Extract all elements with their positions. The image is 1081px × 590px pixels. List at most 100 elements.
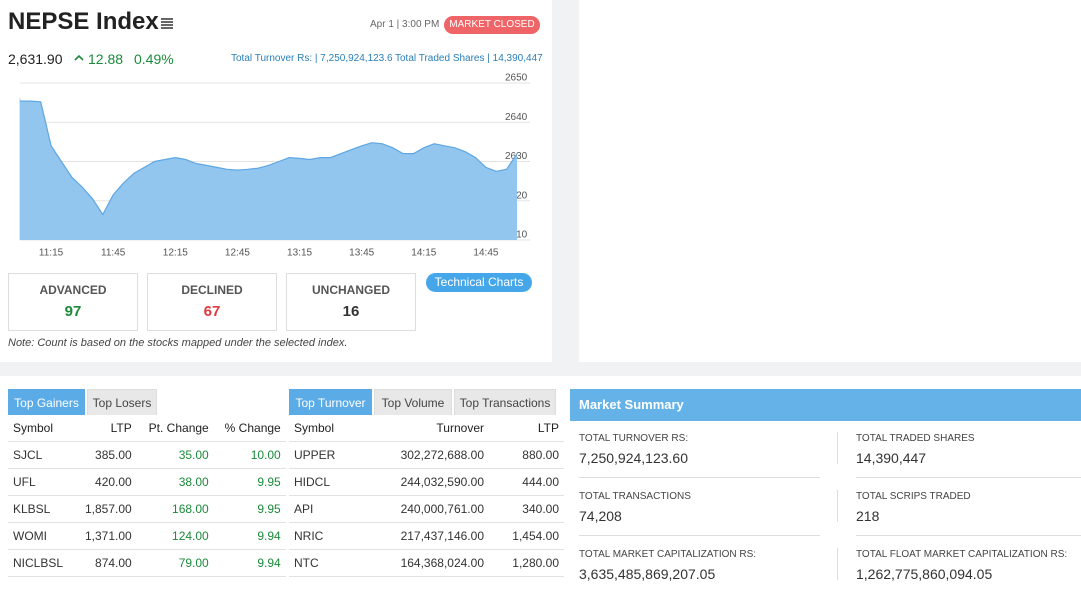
table-cell: NRIC: [289, 522, 369, 550]
breadth-label: DECLINED: [181, 283, 243, 297]
table-row: NTC 164,368,024.00 1,280.00: [289, 549, 564, 577]
table-cell: 9.95: [213, 495, 286, 523]
summary-header: [570, 389, 1081, 421]
table-cell: 385.00: [80, 441, 137, 469]
table-cell: 9.94: [213, 522, 286, 550]
divider: [579, 477, 820, 478]
summary-value: 14,390,447: [856, 450, 927, 466]
table-cell: 1,280.00: [489, 549, 564, 577]
table-cell: 244,032,590.00: [369, 468, 489, 496]
summary-value: 7,250,924,123.60: [579, 450, 688, 466]
table-row: API 240,000,761.00 340.00: [289, 495, 564, 523]
table-cell: 420.00: [80, 468, 137, 496]
data-table: Symbol Turnover LTP UPPER 302,272,688.00 880.…: [289, 415, 564, 577]
x-tick-label: 11:15: [39, 248, 64, 259]
tab[interactable]: Top Volume: [374, 389, 452, 417]
divider: [856, 535, 1081, 536]
blank-panel: [579, 0, 1081, 362]
breadth-value: 67: [203, 303, 221, 320]
column-header: LTP: [80, 415, 137, 442]
table-cell: 880.00: [489, 441, 564, 469]
up-arrow: [74, 54, 84, 61]
table-cell: 1,371.00: [80, 522, 137, 550]
divider: [837, 490, 838, 522]
tab[interactable]: Top Transactions: [454, 389, 556, 417]
summary-label: TOTAL FLOAT MARKET CAPITALIZATION RS:: [856, 549, 1068, 560]
summary-value: 218: [856, 508, 880, 524]
tab[interactable]: Top Gainers: [8, 389, 85, 417]
table-row: KLBSL 1,857.00 168.00 9.95: [8, 495, 286, 523]
area-fill: [20, 101, 517, 240]
index-chart: 2610262026302640265011:1511:4512:1512:45…: [19, 73, 530, 259]
divider: [856, 477, 1081, 478]
table-row: NRIC 217,437,146.00 1,454.00: [289, 522, 564, 550]
table-cell: 340.00: [489, 495, 564, 523]
table-cell: KLBSL: [8, 495, 80, 523]
menu-icon[interactable]: [160, 17, 174, 31]
breadth-box: UNCHANGED 16: [286, 273, 416, 331]
table-cell: 444.00: [489, 468, 564, 496]
divider: [579, 535, 820, 536]
x-tick-label: 13:45: [349, 248, 374, 259]
y-tick-label: 2650: [505, 73, 528, 84]
summary-label: TOTAL TRANSACTIONS: [579, 491, 691, 502]
table-cell: UPPER: [289, 441, 369, 469]
divider: [837, 432, 838, 464]
divider: [837, 548, 838, 580]
summary-label: TOTAL SCRIPS TRADED: [856, 491, 971, 502]
table-cell: HIDCL: [289, 468, 369, 496]
x-tick-label: 14:15: [411, 248, 436, 259]
datetime: Apr 1 | 3:00 PM: [370, 19, 440, 30]
x-tick-label: 12:15: [163, 248, 188, 259]
index-value: 2,631.90: [8, 51, 63, 67]
table-cell: 874.00: [80, 549, 137, 577]
breadth-value: 97: [64, 303, 82, 320]
header-row: Symbol Turnover LTP: [289, 415, 564, 442]
tab[interactable]: Top Losers: [87, 389, 157, 417]
column-header: LTP: [489, 415, 564, 442]
table-cell: 79.00: [136, 549, 214, 577]
x-tick-label: 11:45: [101, 248, 126, 259]
table-cell: 1,857.00: [80, 495, 137, 523]
breadth-box: DECLINED 67: [147, 273, 277, 331]
table-cell: 38.00: [136, 468, 214, 496]
total-traded-shares: Total Traded Shares | 14,390,447: [395, 53, 543, 64]
point-change: 12.88: [88, 51, 124, 67]
table-row: SJCL 385.00 35.00 10.00: [8, 441, 286, 469]
column-header: Symbol: [289, 415, 369, 442]
market-status: MARKET CLOSED: [444, 16, 540, 34]
table-row: NICLBSL 874.00 79.00 9.94: [8, 549, 286, 577]
table-row: HIDCL 244,032,590.00 444.00: [289, 468, 564, 496]
table-cell: 302,272,688.00: [369, 441, 489, 469]
table-cell: 124.00: [136, 522, 214, 550]
summary-value: 74,208: [579, 508, 622, 524]
breadth-label: UNCHANGED: [312, 283, 390, 297]
column-header: % Change: [213, 415, 286, 442]
table-cell: 9.95: [213, 468, 286, 496]
breadth-box: ADVANCED 97: [8, 273, 138, 331]
table-cell: 10.00: [213, 441, 286, 469]
table-cell: 1,454.00: [489, 522, 564, 550]
column-header: Turnover: [369, 415, 489, 442]
percent-change: 0.49%: [134, 51, 174, 67]
table-cell: NTC: [289, 549, 369, 577]
summary-value: 1,262,775,860,094.05: [856, 566, 993, 582]
x-tick-label: 14:45: [473, 248, 498, 259]
data-table: Symbol LTP Pt. Change% Change SJCL 385.00 35.…: [8, 415, 286, 577]
table-cell: SJCL: [8, 441, 80, 469]
note: Note: Count is based on the stocks mappe…: [8, 337, 348, 349]
table-row: WOMI 1,371.00 124.00 9.94: [8, 522, 286, 550]
x-tick-label: 13:15: [287, 248, 312, 259]
column-header: Pt. Change: [136, 415, 214, 442]
tab[interactable]: Top Turnover: [289, 389, 372, 417]
table-cell: 168.00: [136, 495, 214, 523]
table-cell: 217,437,146.00: [369, 522, 489, 550]
area-line: [20, 100, 518, 216]
technical-charts-button[interactable]: Technical Charts: [426, 273, 532, 292]
summary-label: TOTAL MARKET CAPITALIZATION RS:: [579, 549, 757, 560]
table-cell: WOMI: [8, 522, 80, 550]
column-header: Symbol: [8, 415, 80, 442]
summary-value: 3,635,485,869,207.05: [579, 566, 716, 582]
table-cell: NICLBSL: [8, 549, 80, 577]
